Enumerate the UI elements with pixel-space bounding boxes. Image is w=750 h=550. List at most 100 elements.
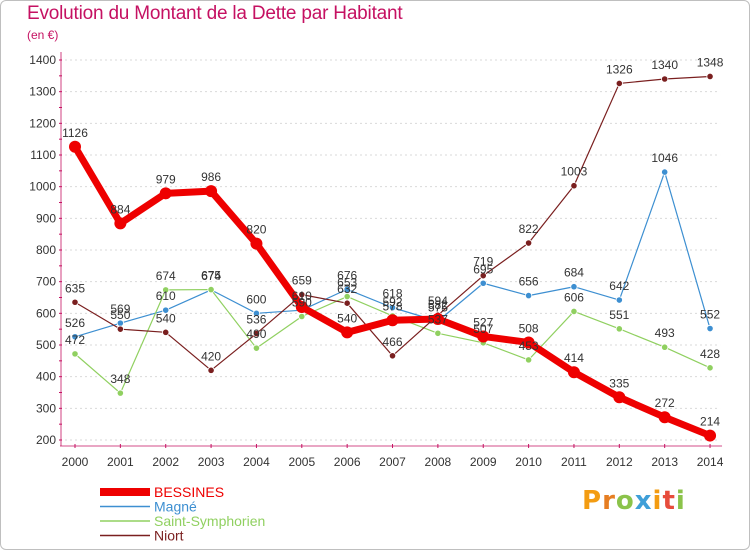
data-label-niort-2004: 536 [246,313,266,327]
point-bessines-2003 [205,185,218,198]
point-niort-2005 [298,291,306,299]
xtick-label-2000: 2000 [62,455,89,469]
point-saint-symphorien-2014 [706,364,714,372]
data-label-saint-symphorien-2013: 493 [655,326,675,340]
point-niort-2009 [479,272,487,280]
legend-label-bessines: BESSINES [154,484,224,500]
data-label-saint-symphorien-2010: 453 [519,339,539,353]
point-magn--2014 [706,324,714,333]
point-magn--2010 [524,291,533,300]
point-bessines-2009 [477,330,490,343]
data-label-saint-symphorien-2005: 590 [292,296,312,310]
data-label-magn--2014: 552 [700,308,720,322]
ytick-label-300: 300 [36,401,56,415]
xtick-label-2002: 2002 [152,455,179,469]
data-label-magn--2010: 656 [519,275,539,289]
point-niort-2004 [252,329,261,338]
xtick-label-2004: 2004 [243,455,270,469]
data-label-bessines-2014: 214 [700,415,720,429]
point-magn--2007 [388,304,397,312]
point-bessines-2012 [613,391,626,404]
data-label-saint-symphorien-2001: 348 [110,372,130,386]
data-label-saint-symphorien-2007: 592 [383,295,403,309]
data-labels: 526 569 610 674 600 610 676 618 575 695 656 684 642 1… [62,55,724,428]
data-label-bessines-2012: 335 [609,376,629,390]
data-label-saint-symphorien-2008: 537 [428,312,448,326]
data-label-niort-2011: 1003 [561,165,588,179]
ytick-label-400: 400 [36,370,56,384]
data-label-magn--2008: 575 [428,300,448,314]
data-label-niort-2001: 550 [110,308,130,322]
point-saint-symphorien-2004 [252,344,261,352]
proxiti-logo: Proxiti [582,486,686,516]
data-label-magn--2003: 674 [201,269,221,283]
data-label-bessines-2003: 986 [201,170,221,184]
data-label-niort-2005: 659 [292,274,312,288]
data-label-niort-2008: 594 [428,294,448,308]
point-magn--2013 [661,168,669,176]
ytick-label-700: 700 [36,275,56,289]
data-label-niort-2000: 635 [65,281,85,295]
data-label-magn--2013: 1046 [651,151,678,165]
data-label-saint-symphorien-2000: 472 [65,333,85,347]
xtick-label-2013: 2013 [651,455,678,469]
point-bessines-2011 [567,366,580,379]
data-label-magn--2004: 600 [246,292,266,306]
legend-label-magn-: Magné [154,499,197,515]
point-niort-2012 [615,79,623,88]
point-bessines-2004 [250,237,263,250]
xtick-label-2007: 2007 [379,455,406,469]
point-niort-2003 [207,366,215,374]
point-saint-symphorien-2002 [162,286,170,294]
ytick-label-200: 200 [36,433,56,447]
unit-label: (en €) [27,28,59,42]
logo-letter-5: t [662,486,676,516]
data-label-magn--2007: 618 [383,287,403,301]
ytick-label-900: 900 [36,211,56,225]
data-label-bessines-2008: 582 [428,298,448,312]
point-saint-symphorien-2003 [207,285,215,294]
ytick-label-800: 800 [36,243,56,257]
point-saint-symphorien-2000 [71,350,79,358]
data-label-bessines-2010: 508 [519,321,539,335]
data-label-saint-symphorien-2011: 606 [564,290,584,304]
point-magn--2000 [71,333,79,341]
point-niort-2001 [116,325,124,333]
legend-label-niort: Niort [154,528,184,544]
data-label-niort-2007: 466 [383,335,403,349]
xtick-label-2012: 2012 [606,455,633,469]
point-magn--2006 [343,285,351,293]
data-label-bessines-2011: 414 [564,351,584,365]
point-bessines-2007 [386,314,399,327]
point-niort-2011 [570,182,578,190]
series-layer [69,72,717,442]
point-niort-2000 [71,298,79,306]
data-label-saint-symphorien-2002: 674 [156,269,176,283]
logo-letter-3: x [634,486,653,516]
point-niort-2014 [706,72,714,81]
data-label-saint-symphorien-2006: 653 [337,276,357,290]
chart-title: Evolution du Montant de la Dette par Hab… [27,3,403,24]
logo-letter-2: o [615,486,635,516]
point-niort-2006 [343,299,351,307]
data-label-bessines-2000: 1126 [62,126,88,140]
xtick-label-2008: 2008 [425,455,452,469]
data-label-niort-2002: 540 [156,311,176,325]
data-label-saint-symphorien-2009: 507 [473,322,493,336]
point-bessines-2006 [341,326,354,339]
xtick-label-2005: 2005 [288,455,315,469]
point-niort-2007 [388,352,397,360]
ytick-label-1000: 1000 [29,180,56,194]
ytick-label-1300: 1300 [29,85,56,99]
logo-letter-1: r [602,486,616,516]
point-magn--2012 [615,296,623,304]
point-bessines-2001 [114,217,127,230]
data-label-magn--2009: 695 [473,262,493,276]
data-label-bessines-2007: 578 [383,299,403,313]
point-bessines-2005 [295,301,308,313]
point-saint-symphorien-2008 [434,329,442,337]
point-magn--2002 [162,306,170,314]
data-label-bessines-2004: 820 [246,223,266,237]
point-bessines-2000 [69,140,81,153]
